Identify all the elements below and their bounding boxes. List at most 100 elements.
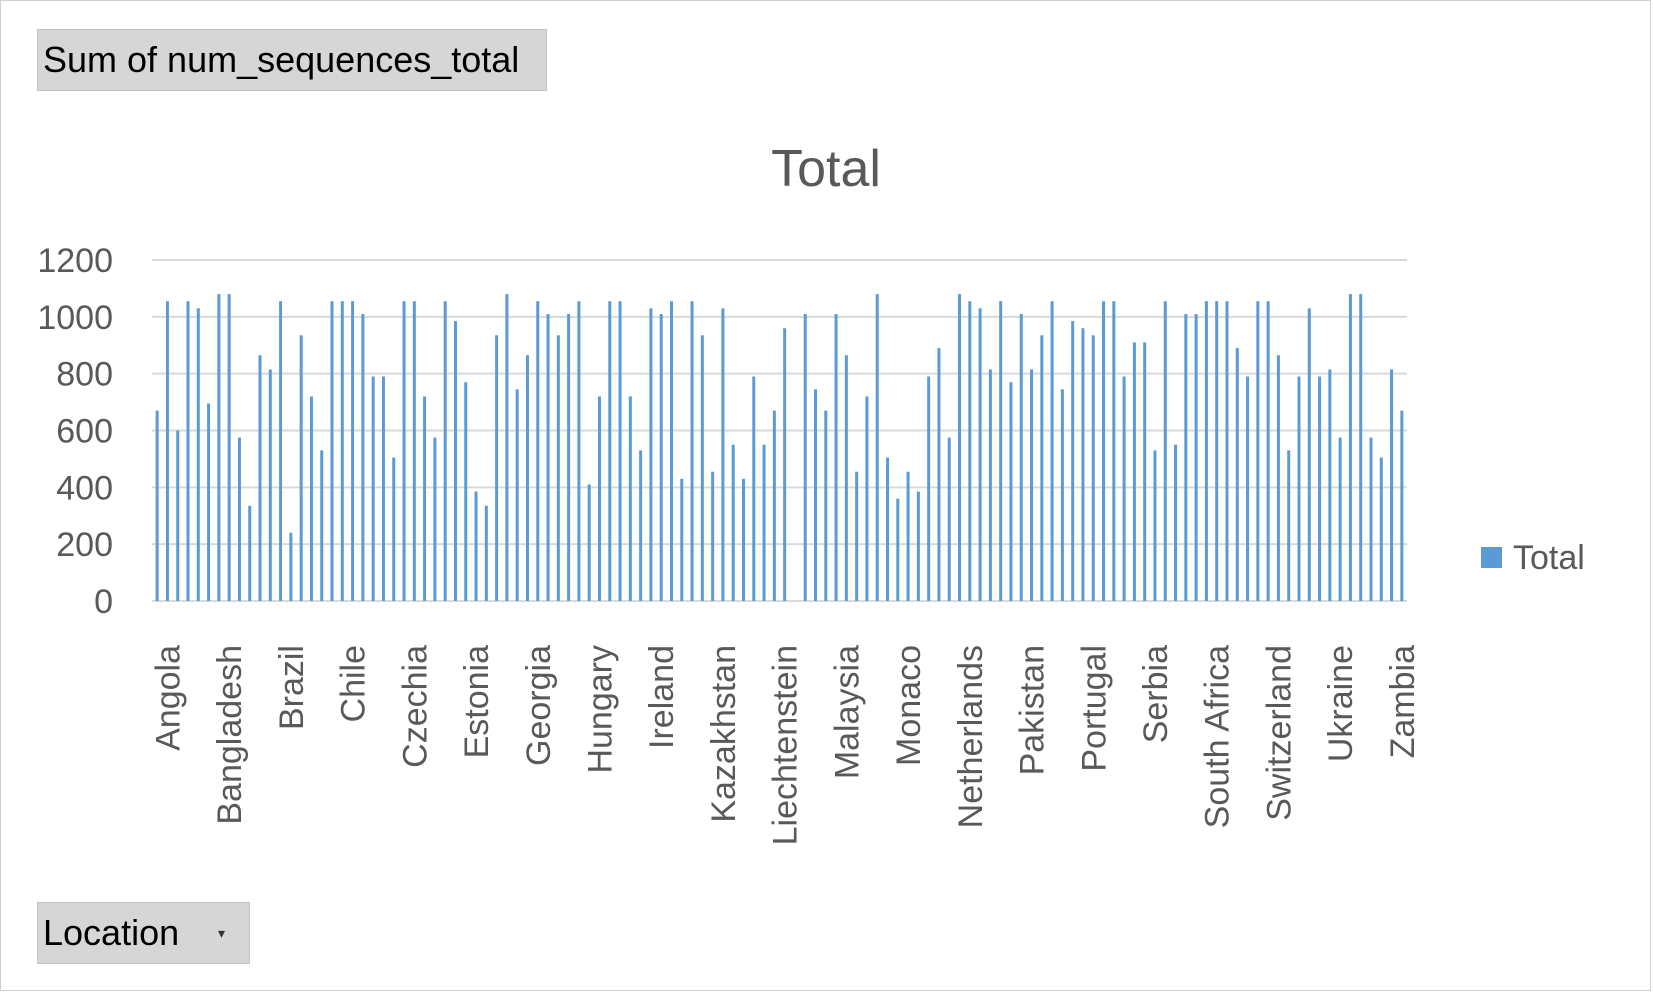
x-tick-label: Pakistan (1014, 645, 1052, 775)
bar (937, 348, 941, 601)
bar (1390, 369, 1394, 601)
bar (258, 355, 262, 601)
bar (1318, 376, 1322, 601)
bar (608, 301, 612, 601)
bar (1359, 294, 1363, 601)
bar (731, 444, 735, 601)
bar (988, 369, 992, 601)
bar (1009, 382, 1013, 601)
bar (752, 376, 756, 601)
bar (443, 301, 447, 601)
bar (340, 301, 344, 601)
bar (1040, 335, 1044, 601)
bar (711, 471, 715, 601)
location-field-label: Location (43, 912, 180, 953)
bar (392, 457, 396, 601)
bar (1348, 294, 1352, 601)
bar (381, 376, 385, 601)
bar (1153, 450, 1157, 601)
bar (742, 478, 745, 601)
y-tick-label: 1000 (37, 299, 113, 337)
bar (587, 484, 591, 601)
bar (1246, 376, 1250, 601)
bar (690, 301, 694, 601)
bar (1369, 437, 1373, 601)
x-tick-label: Monaco (890, 645, 928, 766)
bar (196, 308, 200, 601)
legend: Total (1481, 539, 1585, 577)
bar (279, 301, 283, 601)
bar (1276, 355, 1280, 601)
x-tick-label: Kazakhstan (705, 645, 743, 823)
bar (495, 335, 499, 601)
bar (1071, 321, 1075, 601)
bar (1091, 335, 1095, 601)
bar (783, 328, 787, 601)
bar (268, 369, 272, 601)
x-tick-label: Hungary (581, 645, 619, 774)
bar (1256, 301, 1260, 601)
bar (464, 382, 468, 601)
x-tick-label: Portugal (1075, 645, 1113, 772)
bar (433, 437, 437, 601)
bar (1194, 313, 1198, 601)
bar (906, 471, 910, 601)
x-tick-label: Zambia (1384, 645, 1422, 758)
bar (1132, 342, 1136, 601)
bar (834, 313, 838, 601)
bar (155, 410, 159, 601)
location-field-button[interactable]: Location ▾ (37, 902, 250, 964)
x-tick-label: Chile (335, 645, 373, 722)
bar (1019, 313, 1023, 601)
bar (402, 301, 406, 601)
bar (309, 396, 313, 601)
bar (618, 301, 622, 601)
x-axis-tick-labels: Angola Bangladesh Brazil Chile Czechia Estoni… (149, 645, 1421, 845)
bar (1338, 437, 1342, 601)
bar (999, 301, 1003, 601)
bar (1102, 301, 1106, 601)
bar (567, 313, 571, 601)
x-tick-label: Brazil (273, 645, 311, 730)
bar (371, 376, 375, 601)
bar (649, 308, 653, 601)
bar (978, 308, 982, 601)
bar (1030, 369, 1034, 601)
x-tick-label: South Africa (1199, 645, 1237, 828)
bar (1307, 308, 1311, 601)
bar (896, 498, 900, 601)
bar (855, 471, 859, 601)
bar (597, 396, 601, 601)
bar (1081, 328, 1085, 601)
bar (1112, 301, 1116, 601)
bar (1225, 301, 1229, 601)
bar (1400, 410, 1404, 601)
x-tick-label: Malaysia (828, 645, 866, 779)
bar (505, 294, 509, 601)
bar (865, 396, 869, 601)
chevron-down-icon[interactable]: ▾ (217, 925, 225, 941)
bar (1235, 348, 1239, 601)
x-tick-label: Georgia (520, 645, 558, 766)
bar (927, 376, 931, 601)
bar (824, 410, 828, 601)
bar (186, 301, 190, 601)
bar (1184, 313, 1188, 601)
x-tick-label: Angola (149, 645, 187, 751)
bar (453, 321, 457, 601)
bar (680, 478, 684, 601)
x-tick-label: Switzerland (1260, 645, 1298, 821)
bar (299, 335, 303, 601)
bar (1266, 301, 1270, 601)
bar (525, 355, 529, 601)
bar (1050, 301, 1054, 601)
bar (165, 301, 169, 601)
bar (515, 389, 519, 601)
y-tick-label: 600 (56, 413, 113, 451)
bar (814, 389, 817, 601)
bar (968, 301, 972, 601)
bar-series-total (155, 294, 1404, 601)
values-field-button[interactable]: Sum of num_sequences_total (37, 29, 547, 91)
